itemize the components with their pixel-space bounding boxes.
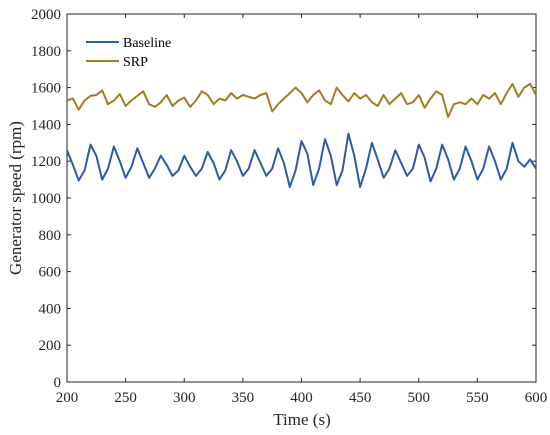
legend-label-baseline: Baseline [123, 36, 171, 51]
plot-area [66, 13, 537, 383]
x-tick-label: 400 [290, 390, 313, 406]
x-tick-label: 550 [466, 390, 489, 406]
y-tick-label: 0 [54, 375, 62, 391]
series-layer [66, 82, 537, 188]
legend-label-srp: SRP [123, 55, 148, 70]
y-tick-label: 800 [39, 228, 62, 244]
x-tick-label: 250 [114, 390, 137, 406]
x-tick-label: 300 [173, 390, 196, 406]
legend: Baseline SRP [86, 36, 171, 70]
x-axis-label: Time (s) [273, 410, 330, 429]
x-tick-label: 450 [349, 390, 372, 406]
y-tick-label: 1000 [31, 191, 61, 207]
y-tick-label: 1400 [31, 117, 61, 133]
x-tick-label: 600 [525, 390, 548, 406]
y-tick-label: 400 [39, 301, 62, 317]
series-line-baseline [66, 132, 537, 188]
x-axis: 200 250 300 350 400 450 500 550 600 [56, 14, 548, 406]
x-tick-label: 350 [232, 390, 255, 406]
y-tick-label: 1800 [31, 44, 61, 60]
y-tick-label: 1200 [31, 154, 61, 170]
plot-frame [66, 13, 537, 383]
series-line-srp [66, 82, 537, 118]
y-axis: 0 200 400 600 800 1000 1200 1400 1600 1800 2000 [31, 7, 536, 391]
y-tick-label: 2000 [31, 7, 61, 23]
y-tick-label: 600 [39, 265, 62, 281]
y-tick-label: 200 [39, 338, 62, 354]
x-tick-label: 500 [408, 390, 431, 406]
y-tick-label: 1600 [31, 81, 61, 97]
y-axis-label: Generator speed (rpm) [6, 121, 25, 275]
x-tick-label: 200 [56, 390, 79, 406]
